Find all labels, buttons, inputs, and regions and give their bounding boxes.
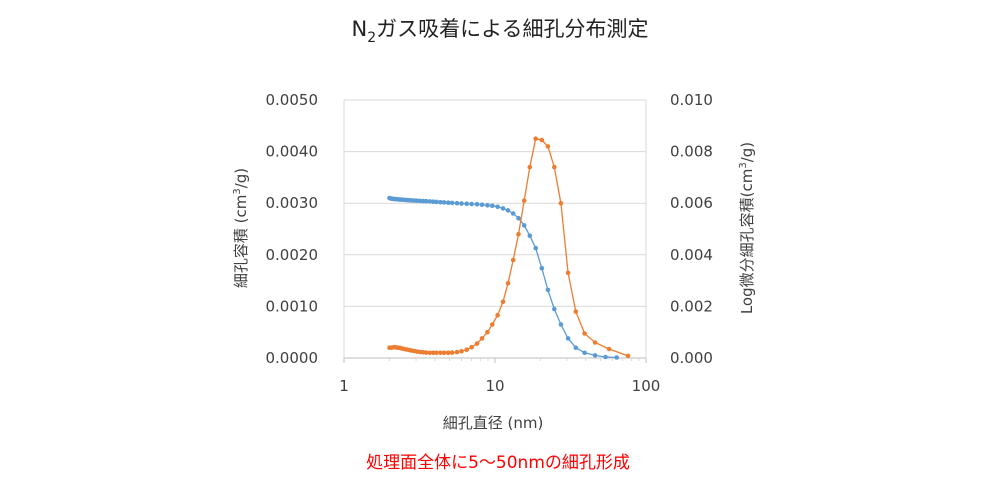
y-axis-right-title: Log微分細孔容積(cm3/g) bbox=[738, 142, 756, 314]
data-point-left bbox=[521, 223, 527, 228]
data-point-left bbox=[438, 199, 443, 205]
y-left-tick-label: 0.0030 bbox=[266, 194, 319, 212]
x-axis-title: 細孔直径 (nm) bbox=[443, 414, 544, 432]
data-point-left bbox=[500, 206, 506, 211]
data-point-left bbox=[459, 201, 464, 206]
data-point-left bbox=[454, 200, 460, 206]
data-point-left bbox=[533, 245, 538, 251]
x-tick-label: 100 bbox=[632, 377, 661, 395]
y-right-tick-label: 0.002 bbox=[670, 297, 713, 315]
y-left-tick-label: 0.0000 bbox=[266, 349, 319, 367]
data-point-left bbox=[485, 203, 490, 208]
data-point-left bbox=[552, 306, 557, 312]
data-point-left bbox=[423, 198, 429, 204]
data-point-right bbox=[464, 347, 470, 353]
data-point-right bbox=[434, 350, 439, 356]
y-left-tick-label: 0.0010 bbox=[266, 297, 319, 315]
data-point-left bbox=[464, 201, 470, 206]
y-left-tick-label: 0.0050 bbox=[266, 91, 319, 109]
series-group bbox=[387, 136, 631, 360]
data-point-left bbox=[469, 201, 474, 207]
x-tick-label: 10 bbox=[485, 377, 504, 395]
y-axis-left-title-sup: 3 bbox=[232, 188, 243, 194]
data-point-right bbox=[500, 299, 506, 305]
data-point-right bbox=[438, 350, 443, 356]
data-point-right bbox=[545, 144, 551, 149]
data-point-right bbox=[485, 329, 490, 335]
data-point-left bbox=[603, 354, 608, 360]
series-right bbox=[387, 136, 631, 359]
y-right-tick-label: 0.008 bbox=[670, 143, 713, 161]
x-tick-label: 1 bbox=[339, 377, 349, 395]
data-point-left bbox=[510, 211, 516, 216]
axes bbox=[343, 100, 647, 363]
y-axis-left-title: 細孔容積 (cm3/g) bbox=[232, 168, 250, 288]
data-point-right bbox=[445, 350, 451, 356]
series-line-right bbox=[389, 137, 629, 357]
data-point-left bbox=[545, 287, 551, 293]
data-point-right bbox=[606, 346, 612, 352]
data-point-right bbox=[441, 350, 447, 356]
data-point-right bbox=[479, 336, 485, 341]
data-point-right bbox=[449, 350, 455, 355]
data-point-right bbox=[474, 341, 480, 346]
data-point-right bbox=[459, 349, 464, 354]
gridlines bbox=[344, 99, 646, 307]
data-point-right bbox=[539, 137, 545, 143]
data-point-left bbox=[490, 203, 495, 209]
data-point-left bbox=[558, 322, 564, 327]
data-point-left bbox=[474, 201, 480, 207]
y-right-tick-label: 0.000 bbox=[670, 349, 713, 367]
data-point-left bbox=[516, 215, 521, 221]
y-left-tick-label: 0.0040 bbox=[266, 143, 319, 161]
data-point-right bbox=[423, 350, 429, 355]
y-right-tick-label: 0.006 bbox=[670, 194, 713, 212]
y-left-tick-label: 0.0020 bbox=[266, 246, 319, 264]
series-left bbox=[387, 195, 619, 360]
data-point-left bbox=[505, 208, 511, 213]
data-point-right bbox=[510, 257, 516, 263]
data-point-right bbox=[505, 280, 511, 286]
data-point-right bbox=[469, 344, 474, 350]
data-point-right bbox=[573, 309, 579, 314]
chart-title-subscript: 2 bbox=[367, 30, 376, 46]
chart-title: N2ガス吸着による細孔分布測定 bbox=[351, 17, 648, 46]
data-point-left bbox=[445, 200, 451, 205]
data-point-right bbox=[431, 350, 436, 356]
data-point-right bbox=[454, 349, 460, 355]
data-point-left bbox=[582, 350, 587, 356]
data-point-left bbox=[449, 200, 455, 206]
caption-text: 処理面全体に5～50nmの細孔形成 bbox=[366, 453, 630, 473]
data-point-left bbox=[479, 202, 485, 207]
y-right-tick-label: 0.004 bbox=[670, 246, 713, 264]
tick-labels: 1 10 100 0.0000 0.0010 0.0020 0.0030 0.0040 0.00… bbox=[266, 91, 713, 395]
data-point-left bbox=[565, 336, 571, 341]
data-point-right bbox=[427, 350, 433, 356]
data-point-right bbox=[490, 322, 495, 327]
data-point-right bbox=[625, 353, 631, 359]
data-point-left bbox=[495, 204, 500, 210]
y-right-tick-label: 0.010 bbox=[670, 91, 713, 109]
data-point-right bbox=[533, 136, 538, 141]
data-point-right bbox=[565, 270, 571, 276]
data-point-right bbox=[582, 331, 587, 336]
data-point-left bbox=[434, 199, 439, 205]
y-axis-right-title-sup: 3 bbox=[738, 162, 749, 168]
data-point-right bbox=[558, 200, 564, 206]
data-point-right bbox=[495, 312, 500, 318]
data-point-left bbox=[539, 265, 545, 271]
data-point-left bbox=[614, 355, 619, 360]
data-point-right bbox=[516, 231, 521, 237]
data-point-left bbox=[592, 353, 598, 358]
data-point-left bbox=[427, 199, 433, 204]
data-point-left bbox=[441, 200, 447, 205]
data-point-left bbox=[527, 233, 533, 238]
data-point-right bbox=[592, 340, 598, 345]
data-point-left bbox=[573, 345, 579, 351]
data-point-right bbox=[552, 164, 557, 170]
data-point-right bbox=[527, 164, 533, 170]
data-point-right bbox=[521, 198, 527, 203]
